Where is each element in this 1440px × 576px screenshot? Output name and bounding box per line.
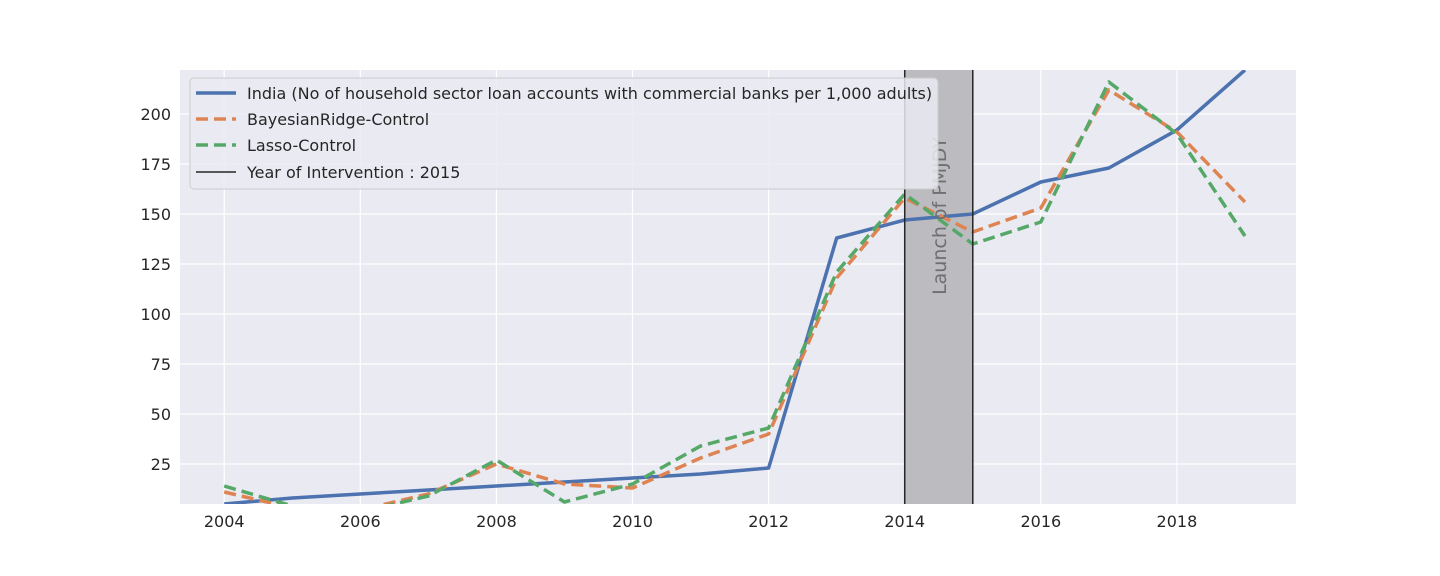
- y-tick-label: 175: [140, 155, 171, 174]
- x-axis-ticks: 2004 2006 2008 2010 2012 2014 2016 2018: [204, 512, 1197, 531]
- x-tick-label: 2012: [748, 512, 789, 531]
- series-lines: [223, 70, 1247, 504]
- y-tick-label: 150: [140, 205, 171, 224]
- x-tick-label: 2016: [1020, 512, 1061, 531]
- legend-label-bayesian: BayesianRidge-Control: [247, 110, 429, 129]
- x-tick-label: 2008: [476, 512, 517, 531]
- legend: India (No of household sector loan accou…: [189, 77, 939, 190]
- x-tick-label: 2010: [612, 512, 653, 531]
- legend-label-intervention: Year of Intervention : 2015: [246, 163, 460, 182]
- legend-label-india: India (No of household sector loan accou…: [247, 84, 932, 103]
- series-line-1: [223, 88, 1247, 504]
- y-tick-label: 75: [151, 355, 171, 374]
- x-tick-label: 2004: [204, 512, 245, 531]
- legend-label-lasso: Lasso-Control: [247, 136, 356, 155]
- series-line-2: [223, 80, 1247, 504]
- x-tick-label: 2006: [340, 512, 381, 531]
- series-line-0: [224, 70, 1247, 504]
- y-axis-ticks: 25 50 75 100 125 150 175 200: [140, 105, 171, 474]
- y-tick-label: 125: [140, 255, 171, 274]
- y-tick-label: 200: [140, 105, 171, 124]
- y-tick-label: 25: [151, 455, 171, 474]
- legend-box: [189, 77, 939, 190]
- x-tick-label: 2014: [884, 512, 925, 531]
- y-tick-label: 100: [140, 305, 171, 324]
- y-tick-label: 50: [151, 405, 171, 424]
- x-tick-label: 2018: [1157, 512, 1198, 531]
